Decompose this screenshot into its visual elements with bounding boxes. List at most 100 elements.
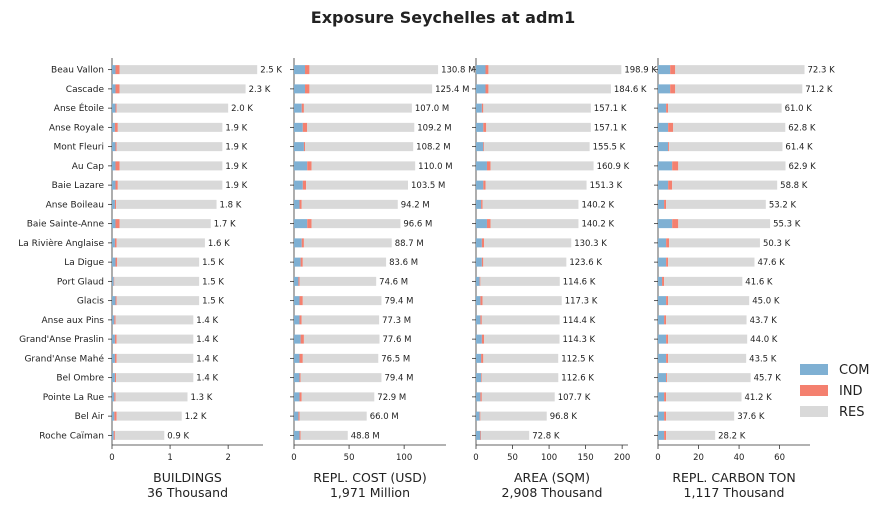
bar-res (302, 257, 387, 267)
value-label: 198.9 K (624, 66, 657, 76)
bar-res (116, 142, 223, 152)
bar-ind (298, 411, 300, 421)
bar-res (482, 199, 579, 209)
bar-res (299, 411, 367, 421)
value-label: 74.6 M (379, 277, 408, 287)
bar-res (481, 315, 560, 325)
value-label: 53.2 K (769, 200, 797, 210)
bar-res (669, 142, 783, 152)
x-tick-label: 0 (655, 453, 660, 463)
bar-com (476, 430, 481, 440)
category-label: Baie Lazare (52, 181, 105, 191)
value-label: 125.4 M (435, 85, 469, 95)
bar-res (307, 122, 415, 132)
bar-ind (666, 103, 669, 113)
bar-res (311, 219, 401, 229)
value-label: 61.4 K (785, 143, 813, 153)
value-label: 28.2 K (718, 431, 746, 441)
bar-com (112, 334, 115, 344)
bar-com (112, 219, 116, 229)
value-label: 184.6 K (614, 85, 647, 95)
bar-ind (486, 161, 491, 171)
bar-ind (481, 103, 484, 113)
bar-ind (307, 219, 312, 229)
bar-res (114, 276, 200, 286)
value-label: 55.3 K (773, 220, 801, 230)
bar-ind (668, 142, 670, 152)
value-label: 155.5 K (593, 143, 626, 153)
bar-ind (302, 180, 307, 190)
bar-ind (115, 219, 120, 229)
category-label: Au Cap (72, 162, 105, 172)
bar-com (294, 315, 300, 325)
value-label: 79.4 M (384, 297, 413, 307)
bar-com (476, 296, 481, 306)
value-label: 43.7 K (750, 316, 778, 326)
value-label: 1.8 K (220, 200, 242, 210)
bar-ind (664, 411, 667, 421)
bar-com (112, 180, 116, 190)
bar-res (301, 315, 380, 325)
value-label: 157.1 K (594, 104, 627, 114)
category-label: Pointe La Rue (43, 393, 105, 403)
bar-ind (483, 142, 485, 152)
bar-ind (114, 411, 117, 421)
bar-com (658, 180, 669, 190)
value-label: 1.4 K (196, 374, 218, 384)
bar-com (112, 257, 116, 267)
value-label: 130.8 M (441, 66, 475, 76)
bar-res (303, 238, 392, 248)
bar-ind (114, 315, 116, 325)
bar-com (294, 238, 302, 248)
bar-com (658, 315, 665, 325)
bar-res (305, 142, 414, 152)
x-axis-label: AREA (SQM) (514, 470, 590, 485)
value-label: 123.6 K (569, 258, 602, 268)
bar-com (658, 142, 669, 152)
bar-res (673, 122, 786, 132)
legend-swatch-res (800, 406, 828, 417)
bar-ind (115, 161, 120, 171)
x-tick-label: 60 (774, 453, 785, 463)
bar-res (303, 103, 412, 113)
bar-com (476, 199, 482, 209)
bar-ind (666, 373, 668, 383)
bar-ind (485, 84, 489, 94)
bar-ind (670, 65, 676, 75)
bar-ind (115, 296, 117, 306)
bar-com (476, 276, 480, 286)
x-axis-label: REPL. CARBON TON (672, 470, 795, 485)
bar-res (480, 411, 547, 421)
bar-ind (300, 334, 304, 344)
bar-res (672, 180, 778, 190)
bar-ind (666, 296, 669, 306)
bar-ind (479, 411, 481, 421)
bar-ind (301, 103, 304, 113)
bar-com (294, 296, 300, 306)
bar-res (483, 103, 591, 113)
bar-res (480, 276, 560, 286)
bar-res (675, 65, 805, 75)
bar-com (294, 65, 306, 75)
value-label: 1.5 K (202, 277, 224, 287)
bar-com (658, 430, 665, 440)
value-label: 45.0 K (752, 297, 780, 307)
x-tick-label: 0 (109, 453, 114, 463)
bar-com (476, 122, 484, 132)
bar-ind (299, 353, 303, 363)
value-label: 1.9 K (225, 123, 247, 133)
bar-res (300, 430, 348, 440)
bar-res (309, 84, 433, 94)
bar-com (112, 430, 114, 440)
bar-com (476, 373, 482, 383)
bar-com (294, 392, 300, 402)
bar-com (294, 219, 308, 229)
bar-com (112, 276, 114, 286)
bar-ind (301, 238, 304, 248)
x-tick-label: 50 (507, 453, 518, 463)
bar-com (658, 65, 671, 75)
bar-ind (483, 122, 487, 132)
bar-ind (299, 315, 302, 325)
legend-swatch-com (800, 364, 828, 375)
bar-ind (486, 219, 491, 229)
